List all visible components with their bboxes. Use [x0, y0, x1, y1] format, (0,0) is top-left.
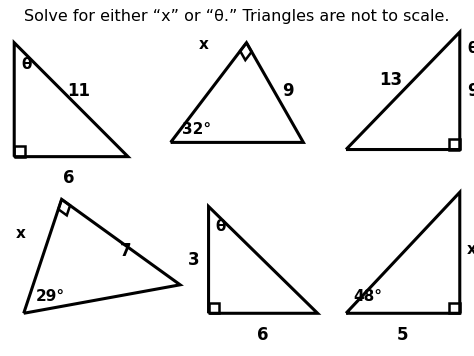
- Text: x: x: [16, 226, 26, 241]
- Text: 48°: 48°: [353, 289, 382, 304]
- Text: 6: 6: [63, 169, 74, 187]
- Text: 3: 3: [187, 251, 199, 269]
- Text: θ: θ: [467, 41, 474, 56]
- Text: 7: 7: [120, 242, 131, 260]
- Text: 11: 11: [67, 82, 90, 100]
- Text: 5: 5: [397, 326, 409, 344]
- Text: x: x: [467, 242, 474, 257]
- Text: 32°: 32°: [182, 122, 211, 137]
- Text: x: x: [199, 37, 209, 52]
- Text: θ: θ: [21, 57, 32, 72]
- Text: Solve for either “x” or “θ.” Triangles are not to scale.: Solve for either “x” or “θ.” Triangles a…: [24, 9, 450, 24]
- Text: 9: 9: [467, 82, 474, 100]
- Text: 29°: 29°: [36, 289, 64, 304]
- Text: θ: θ: [216, 219, 226, 234]
- Text: 13: 13: [380, 71, 402, 89]
- Text: 9: 9: [282, 82, 294, 100]
- Text: 6: 6: [257, 326, 269, 344]
